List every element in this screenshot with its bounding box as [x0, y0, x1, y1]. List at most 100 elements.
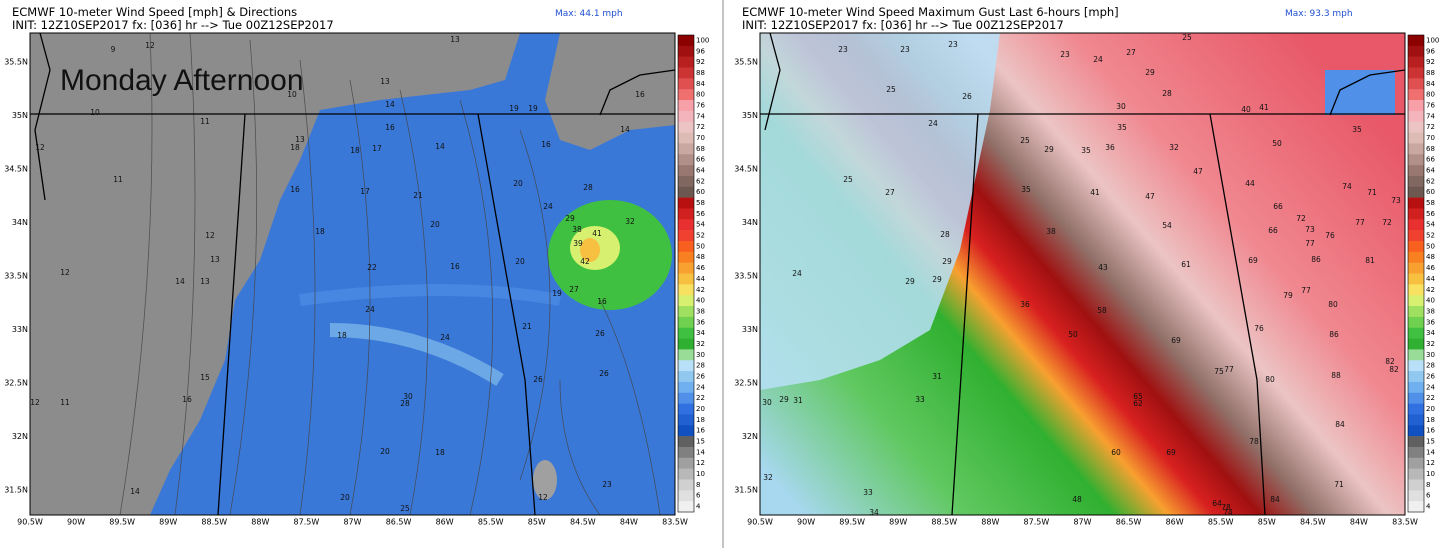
colorbar-swatch: [678, 338, 694, 350]
station-value: 12: [60, 268, 70, 277]
max-value: Max: 93.3 mph: [1285, 9, 1353, 19]
station-value: 38: [572, 225, 582, 234]
station-value: 24: [440, 333, 450, 342]
lon-label: 87.5W: [294, 518, 320, 527]
colorbar-label: 34: [696, 329, 705, 337]
station-value: 20: [430, 220, 440, 229]
lat-label: 33.5N: [734, 272, 758, 281]
station-value: 23: [838, 45, 848, 54]
station-value: 47: [1193, 167, 1203, 176]
lat-label: 33N: [12, 325, 28, 334]
colorbar-label: 14: [1426, 448, 1435, 456]
lon-label: 86W: [436, 518, 454, 527]
station-value: 74: [1223, 508, 1233, 517]
colorbar-swatch: [1408, 262, 1424, 274]
wind-maximum: [580, 238, 600, 262]
station-value: 16: [450, 262, 460, 271]
colorbar-swatch: [1408, 425, 1424, 437]
station-value: 27: [1126, 48, 1136, 57]
colorbar-label: 8: [696, 481, 700, 489]
calm-area: [30, 33, 520, 515]
lat-label: 35N: [12, 111, 28, 120]
colorbar-swatch: [1408, 392, 1424, 404]
station-value: 40: [1241, 105, 1251, 114]
colorbar-swatch: [678, 121, 694, 133]
colorbar-swatch: [678, 273, 694, 285]
colorbar-swatch: [1408, 414, 1424, 426]
station-value: 20: [340, 493, 350, 502]
station-value: 78: [1249, 437, 1259, 446]
colorbar-label: 80: [696, 91, 705, 99]
station-value: 72: [1382, 218, 1392, 227]
colorbar-label: 96: [696, 47, 705, 55]
colorbar-swatch: [678, 230, 694, 242]
map-left: [29, 32, 676, 516]
colorbar-swatch: [1408, 479, 1424, 491]
colorbar-swatch: [678, 186, 694, 198]
station-value: 42: [580, 257, 590, 266]
colorbar-label: 22: [1426, 394, 1435, 402]
colorbar-label: 48: [1426, 253, 1435, 261]
colorbar-swatch: [678, 501, 694, 513]
lon-label: 88.5W: [201, 518, 227, 527]
station-value: 25: [843, 175, 853, 184]
station-value: 16: [290, 185, 300, 194]
station-value: 24: [928, 119, 938, 128]
colorbar-swatch: [1408, 230, 1424, 242]
lon-label: 90.5W: [747, 518, 773, 527]
station-value: 12: [538, 493, 548, 502]
colorbar-label: 72: [1426, 123, 1435, 131]
lat-label: 32N: [742, 432, 758, 441]
station-value: 24: [543, 202, 553, 211]
station-value: 18: [337, 331, 347, 340]
station-value: 24: [792, 269, 802, 278]
station-value: 88: [1331, 371, 1341, 380]
wind-streak: [329, 323, 504, 386]
station-value: 17: [360, 187, 370, 196]
station-value: 28: [940, 230, 950, 239]
state-borders: [760, 32, 1406, 516]
station-value: 43: [1098, 263, 1108, 272]
colorbar-label: 88: [696, 69, 705, 77]
colorbar-label: 56: [696, 210, 705, 218]
colorbar-swatch: [678, 110, 694, 123]
colorbar-swatch: [1408, 110, 1424, 123]
station-value: 41: [1259, 103, 1269, 112]
colorbar-label: 24: [1426, 383, 1435, 391]
max-value: Max: 44.1 mph: [555, 9, 623, 19]
station-value: 73: [1391, 196, 1401, 205]
station-value: 41: [592, 229, 602, 238]
station-value: 84: [1335, 420, 1345, 429]
colorbar-label: 70: [696, 134, 705, 142]
calm-area: [533, 460, 557, 500]
colorbar-label: 26: [696, 372, 705, 380]
colorbar-swatch: [678, 295, 694, 307]
station-value: 71: [1334, 480, 1344, 489]
colorbar-label: 10: [1426, 470, 1435, 478]
colorbar-swatch: [678, 56, 694, 68]
lon-label: 85.5W: [478, 518, 504, 527]
lat-label: 34.5N: [4, 165, 28, 174]
lon-label: 87W: [343, 518, 361, 527]
station-value: 35: [1021, 185, 1031, 194]
station-value: 80: [1328, 300, 1338, 309]
colorbar-swatch: [1408, 89, 1424, 101]
colorbar-label: 30: [1426, 351, 1435, 359]
station-value: 77: [1355, 218, 1365, 227]
station-value: 18: [290, 143, 300, 152]
colorbar-label: 76: [696, 101, 705, 109]
station-value: 35: [1117, 123, 1127, 132]
station-value: 26: [599, 369, 609, 378]
colorbar-swatch: [678, 349, 694, 361]
lat-label: 32.5N: [4, 379, 28, 388]
station-value: 77: [1224, 365, 1234, 374]
colorbar-swatch: [1408, 100, 1424, 112]
colorbar-swatch: [1408, 436, 1424, 448]
station-value: 81: [1365, 256, 1375, 265]
lon-label: 88.5W: [931, 518, 957, 527]
colorbar-swatch: [1408, 240, 1424, 253]
colorbar-swatch: [678, 457, 694, 469]
colorbar-label: 74: [696, 112, 705, 120]
colorbar-label: 15: [696, 438, 705, 446]
